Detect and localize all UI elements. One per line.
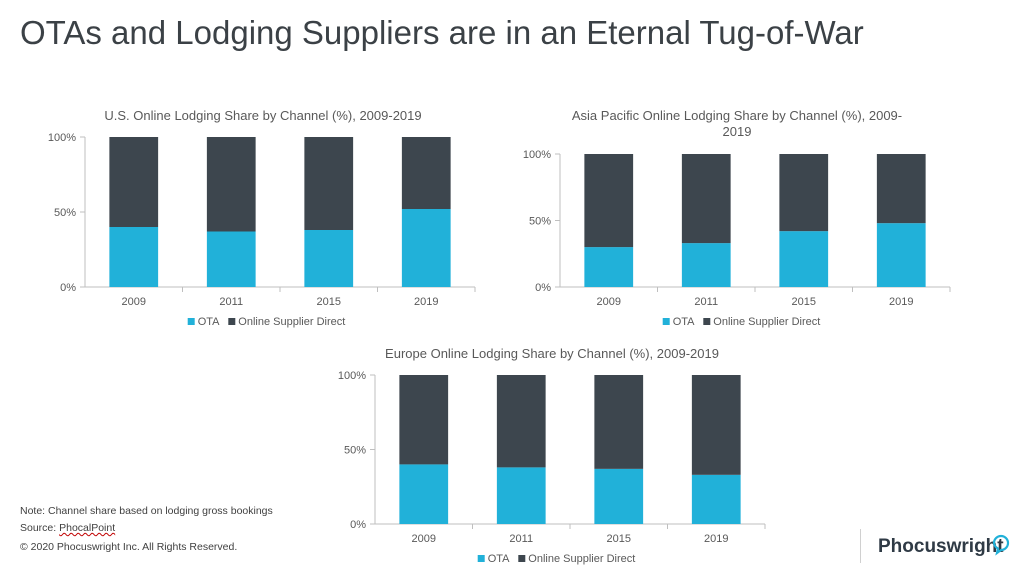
bar-direct-2009 [584,154,634,248]
y-tick-label: 50% [54,207,76,219]
legend-ota-swatch [662,318,670,325]
x-tick-label: 2015 [317,296,341,308]
bar-direct-2019 [691,375,741,475]
legend-direct-label: Online Supplier Direct [528,553,635,565]
y-tick-label: 0% [350,519,366,531]
legend-ota-swatch [187,318,195,325]
bar-direct-2011 [681,154,731,244]
x-tick-label: 2019 [889,296,913,308]
x-tick-label: 2015 [792,296,816,308]
chart-title-us: U.S. Online Lodging Share by Channel (%)… [104,108,422,123]
x-tick-label: 2011 [219,296,243,308]
bar-ota-2011 [681,243,731,287]
y-tick-label: 100% [338,370,366,382]
x-tick-label: 2015 [607,533,631,545]
source-name: PhocalPoint [59,522,116,534]
bar-ota-2009 [109,227,159,287]
source-label: Source: [20,522,60,534]
bar-direct-2015 [779,154,829,232]
y-tick-label: 50% [529,216,551,228]
brand-logo-text: Phocuswright [878,536,1004,557]
y-tick-label: 100% [523,149,551,161]
speech-bubble-icon [992,534,1010,556]
x-tick-label: 2009 [597,296,621,308]
y-tick-label: 50% [344,445,366,457]
bar-ota-2015 [594,468,644,524]
bar-ota-2009 [399,464,449,524]
y-tick-label: 100% [48,132,76,144]
x-tick-label: 2009 [122,296,146,308]
bar-direct-2011 [206,137,256,232]
y-tick-label: 0% [535,282,551,294]
bar-direct-2019 [401,137,451,209]
page-title: OTAs and Lodging Suppliers are in an Ete… [20,14,864,51]
x-tick-label: 2011 [694,296,718,308]
note-text: Note: Channel share based on lodging gro… [20,505,273,517]
bar-ota-2015 [779,231,829,287]
legend-direct-label: Online Supplier Direct [238,316,345,328]
bar-direct-2011 [496,375,546,468]
bar-direct-2009 [399,375,449,465]
legend-ota-swatch [477,555,485,562]
legend-direct-label: Online Supplier Direct [713,316,820,328]
bar-ota-2019 [691,474,741,524]
bar-direct-2015 [304,137,354,230]
legend-direct-swatch [518,555,526,562]
x-tick-label: 2019 [414,296,438,308]
bar-ota-2011 [206,231,256,287]
legend-ota-label: OTA [488,553,510,565]
bar-direct-2015 [594,375,644,469]
source-line: Source: PhocalPoint [20,522,115,534]
legend-direct-swatch [228,318,236,325]
bar-ota-2009 [584,247,634,287]
x-tick-label: 2019 [704,533,728,545]
x-tick-label: 2011 [509,533,533,545]
y-tick-label: 0% [60,282,76,294]
bar-ota-2011 [496,467,546,524]
x-tick-label: 2009 [412,533,436,545]
chart-title-asia-pacific: Asia Pacific Online Lodging Share by Cha… [571,108,903,139]
legend-ota-label: OTA [198,316,220,328]
legend-ota-label: OTA [673,316,695,328]
chart-title-europe: Europe Online Lodging Share by Channel (… [385,346,719,361]
bar-ota-2019 [401,209,451,287]
bar-direct-2009 [109,137,159,227]
copyright-text: © 2020 Phocuswright Inc. All Rights Rese… [20,541,238,553]
bar-direct-2019 [876,154,926,224]
bar-ota-2015 [304,230,354,287]
brand-divider [860,529,861,563]
bar-ota-2019 [876,223,926,287]
legend-direct-swatch [703,318,711,325]
